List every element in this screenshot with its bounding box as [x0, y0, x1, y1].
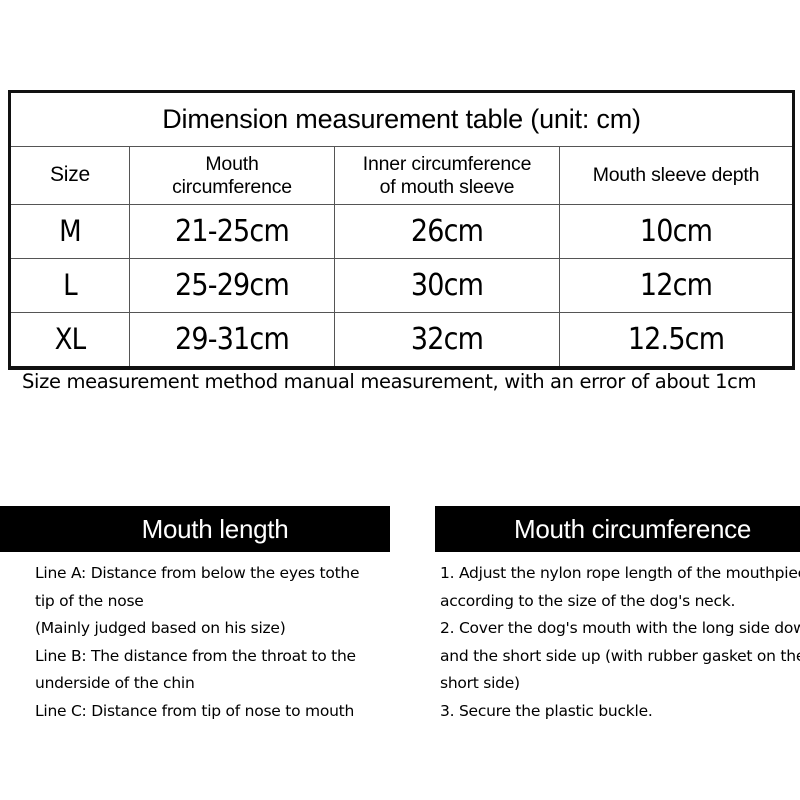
cell-mouth-circumference: 29-31cm — [129, 312, 335, 370]
panel-line: Line B: The distance from the throat to … — [35, 646, 356, 665]
table-header-sleeve-depth: Mouth sleeve depth — [558, 146, 796, 205]
table-row: XL 29-31cm 32cm 12.5cm — [8, 312, 796, 370]
cell-sleeve-depth: 10cm — [558, 204, 796, 259]
panel-line: (Mainly judged based on his size) — [35, 619, 286, 637]
cell-sleeve-depth: 12.5cm — [558, 312, 796, 370]
table-measurement-note: Size measurement method manual measureme… — [22, 370, 757, 393]
panel-mouth-circumference-banner: Mouth circumference — [435, 506, 800, 552]
table-header-mouth-circumference-line1: Mouth — [205, 152, 259, 175]
dimension-measurement-table: Dimension measurement table (unit: cm) S… — [7, 90, 796, 370]
table-header-mouth-circumference: Mouth circumference — [129, 146, 335, 205]
cell-mouth-circumference: 21-25cm — [129, 204, 335, 259]
panel-mouth-length-title: Mouth length — [141, 514, 289, 544]
cell-sleeve-depth: 12cm — [558, 258, 796, 313]
panel-line: 3. Secure the plastic buckle. — [440, 701, 653, 720]
table-header-inner-circumference: Inner circumference of mouth sleeve — [334, 146, 560, 205]
table-header-size: Size — [8, 146, 130, 205]
panel-line: tip of the nose — [35, 591, 144, 610]
panel-line: underside of the chin — [35, 674, 195, 692]
cell-size: L — [8, 258, 130, 313]
panel-line: Line A: Distance from below the eyes tot… — [35, 564, 360, 582]
table-header-mouth-circumference-line2: circumference — [172, 175, 292, 198]
table-title-row: Dimension measurement table (unit: cm) — [7, 90, 796, 147]
table-header-inner-circumference-line2: of mouth sleeve — [379, 175, 515, 198]
panel-mouth-circumference: Mouth circumference 1. Adjust the nylon … — [435, 506, 800, 719]
panel-mouth-circumference-title: Mouth circumference — [513, 514, 752, 544]
table-title: Dimension measurement table (unit: cm) — [7, 90, 796, 147]
cell-inner-circumference: 32cm — [334, 312, 560, 370]
cell-inner-circumference: 26cm — [334, 204, 560, 259]
panel-line: according to the size of the dog's neck. — [440, 591, 736, 610]
panel-mouth-length-body: Line A: Distance from below the eyes tot… — [0, 552, 390, 719]
table-header-row: Size Mouth circumference Inner circumfer… — [8, 146, 796, 205]
panel-line: short side) — [440, 674, 520, 692]
panel-line: Line C: Distance from tip of nose to mou… — [35, 701, 355, 720]
cell-size: M — [8, 204, 130, 259]
panel-line: and the short side up (with rubber gaske… — [440, 646, 800, 665]
panel-line: 1. Adjust the nylon rope length of the m… — [440, 564, 800, 582]
panel-line: 2. Cover the dog's mouth with the long s… — [440, 619, 800, 637]
cell-mouth-circumference: 25-29cm — [129, 258, 335, 313]
cell-inner-circumference: 30cm — [334, 258, 560, 313]
cell-size: XL — [8, 312, 130, 370]
table-row: L 25-29cm 30cm 12cm — [8, 258, 796, 313]
table-header-inner-circumference-line1: Inner circumference — [362, 152, 532, 175]
panel-mouth-length: Mouth length Line A: Distance from below… — [0, 506, 390, 719]
table-row: M 21-25cm 26cm 10cm — [8, 204, 796, 259]
panel-mouth-length-banner: Mouth length — [0, 506, 390, 552]
panel-mouth-circumference-body: 1. Adjust the nylon rope length of the m… — [435, 552, 800, 719]
